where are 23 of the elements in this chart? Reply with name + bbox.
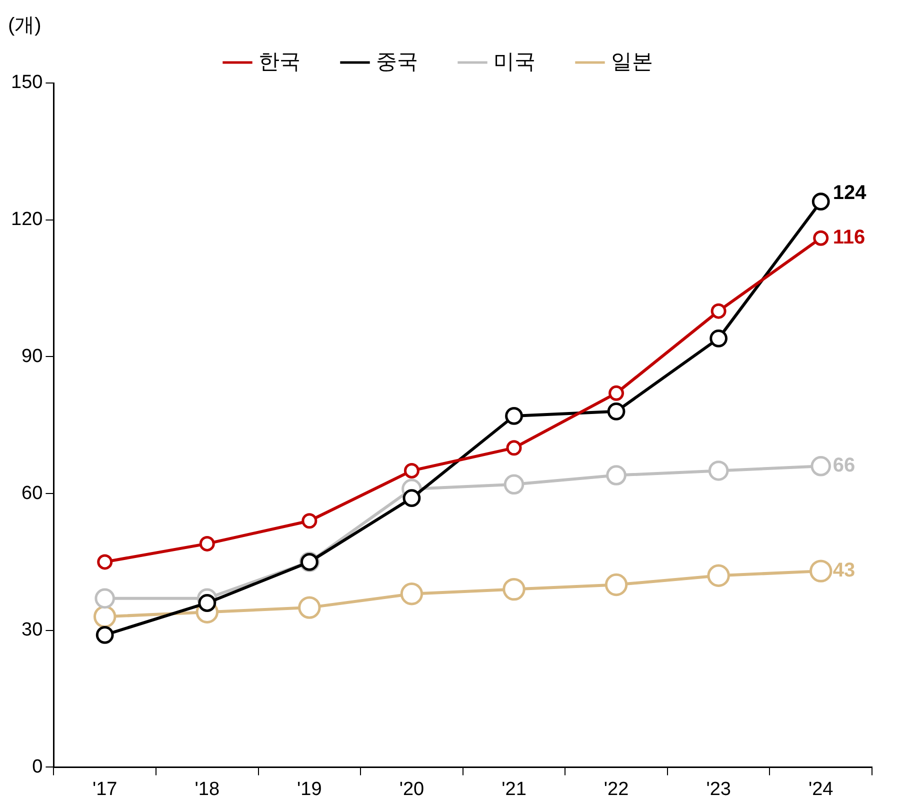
y-tick-label: 30 bbox=[22, 620, 43, 641]
y-tick-label: 60 bbox=[22, 482, 43, 504]
x-tick-label: '20 bbox=[399, 778, 424, 800]
legend-label: 중국 bbox=[376, 50, 418, 74]
x-tick-label: '18 bbox=[194, 778, 220, 800]
x-tick-label: '19 bbox=[297, 778, 322, 800]
x-tick-label: '22 bbox=[604, 778, 629, 800]
legend-label: 미국 bbox=[494, 50, 536, 74]
y-tick-label: 120 bbox=[11, 209, 43, 230]
data-label: 116 bbox=[832, 226, 866, 249]
legend-label: 한국 bbox=[258, 50, 300, 74]
x-tick-label: '17 bbox=[92, 778, 118, 800]
x-tick-label: '21 bbox=[502, 778, 526, 800]
x-tick-label: '23 bbox=[706, 778, 731, 800]
legend-label: 일본 bbox=[611, 50, 653, 74]
x-tick-label: '24 bbox=[808, 778, 834, 800]
y-tick-label: 0 bbox=[32, 756, 43, 778]
data-label: 43 bbox=[832, 560, 856, 582]
y-axis-title: (개) bbox=[8, 14, 42, 37]
data-label: 66 bbox=[832, 454, 856, 477]
y-tick-label: 150 bbox=[11, 72, 43, 94]
data-label: 124 bbox=[832, 182, 868, 204]
y-tick-label: 90 bbox=[22, 346, 43, 367]
